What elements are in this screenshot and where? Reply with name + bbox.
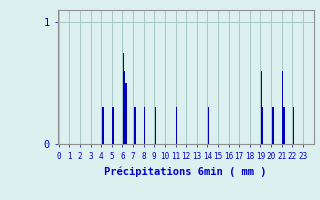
Bar: [155, 107, 156, 144]
Bar: [261, 71, 262, 144]
Bar: [103, 107, 104, 144]
Bar: [126, 83, 127, 144]
Bar: [135, 107, 136, 144]
Bar: [123, 53, 124, 144]
Bar: [124, 71, 125, 144]
Bar: [102, 107, 103, 144]
Bar: [282, 71, 283, 144]
Bar: [272, 107, 273, 144]
Bar: [125, 83, 126, 144]
Bar: [144, 107, 145, 144]
Bar: [262, 107, 263, 144]
Bar: [284, 107, 285, 144]
Bar: [208, 107, 209, 144]
Bar: [176, 107, 177, 144]
Bar: [112, 107, 113, 144]
Bar: [293, 107, 294, 144]
Bar: [115, 71, 116, 144]
Bar: [273, 107, 274, 144]
X-axis label: Précipitations 6min ( mm ): Précipitations 6min ( mm ): [104, 166, 267, 177]
